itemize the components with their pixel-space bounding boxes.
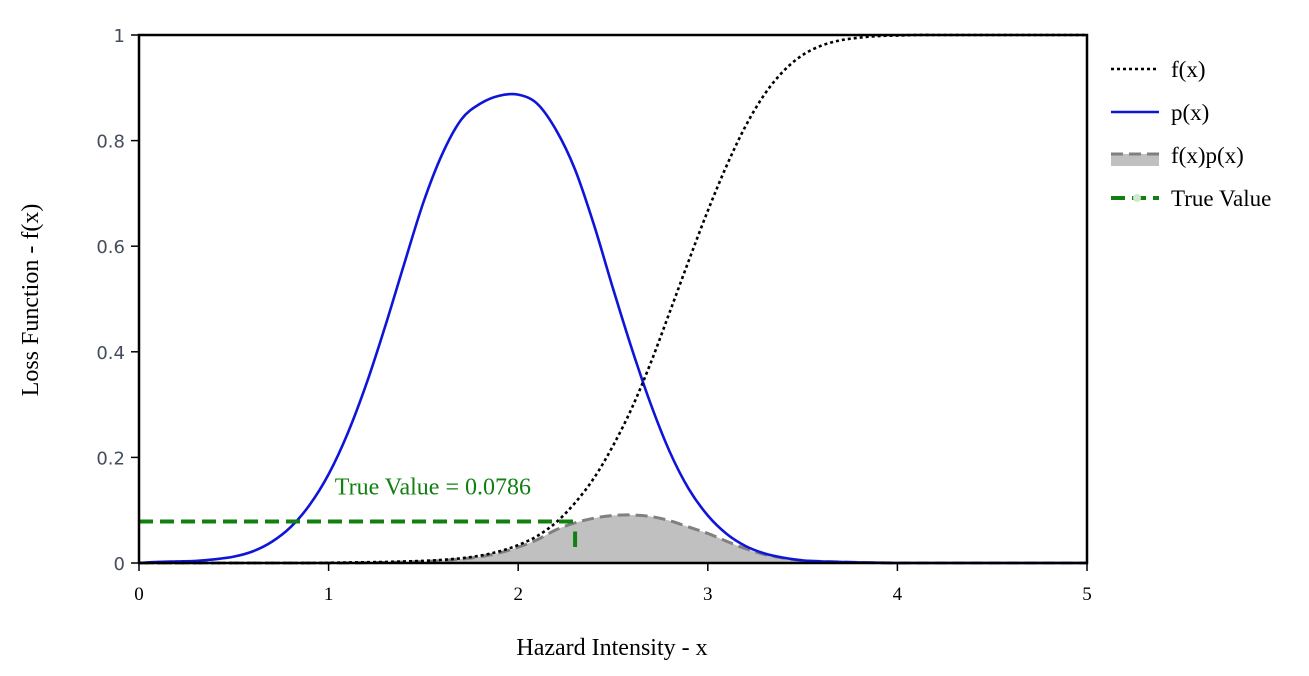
x-axis-ticks: 0 1 2 3 4 5 bbox=[134, 563, 1092, 605]
y-tick-label: 0.8 bbox=[96, 132, 125, 153]
legend-label: p(x) bbox=[1171, 100, 1209, 125]
x-axis-title: Hazard Intensity - x bbox=[516, 635, 707, 661]
series-fxpx-area bbox=[138, 513, 1087, 565]
y-tick-label: 1 bbox=[114, 26, 125, 47]
x-tick-label: 4 bbox=[893, 584, 903, 605]
legend-label: f(x)p(x) bbox=[1171, 143, 1244, 168]
series-fx-line bbox=[138, 33, 1087, 565]
legend-item: f(x) bbox=[1111, 57, 1205, 82]
x-tick-label: 5 bbox=[1082, 584, 1092, 605]
x-tick-label: 1 bbox=[324, 584, 334, 605]
legend-label: f(x) bbox=[1171, 57, 1205, 82]
true-value-annotation: True Value = 0.0786 bbox=[335, 475, 531, 501]
y-tick-label: 0.2 bbox=[96, 448, 125, 469]
x-tick-label: 0 bbox=[134, 584, 144, 605]
series-lines bbox=[138, 33, 1087, 565]
legend-item: p(x) bbox=[1111, 100, 1209, 125]
x-tick-label: 2 bbox=[513, 584, 523, 605]
legend-label: True Value bbox=[1171, 186, 1271, 211]
y-tick-label: 0.4 bbox=[96, 343, 125, 364]
legend: f(x)p(x)f(x)p(x)True Value bbox=[1111, 57, 1271, 211]
y-tick-label: 0 bbox=[114, 554, 125, 575]
series-fxpx-fill bbox=[139, 514, 1087, 564]
true-value-markers bbox=[139, 519, 578, 547]
y-axis-ticks: 0 0.2 0.4 0.6 0.8 1 bbox=[96, 26, 139, 575]
series-px-line bbox=[138, 92, 1087, 565]
plot-frame bbox=[137, 33, 1089, 565]
x-tick-label: 3 bbox=[703, 584, 713, 605]
legend-item: True Value bbox=[1111, 186, 1271, 211]
plot-area bbox=[138, 33, 1087, 565]
y-axis-title: Loss Function - f(x) bbox=[18, 204, 44, 397]
legend-item: f(x)p(x) bbox=[1111, 143, 1244, 168]
legend-swatch-fill bbox=[1111, 154, 1159, 166]
y-tick-label: 0.6 bbox=[96, 237, 125, 258]
legend-swatch-marker bbox=[1133, 194, 1141, 202]
